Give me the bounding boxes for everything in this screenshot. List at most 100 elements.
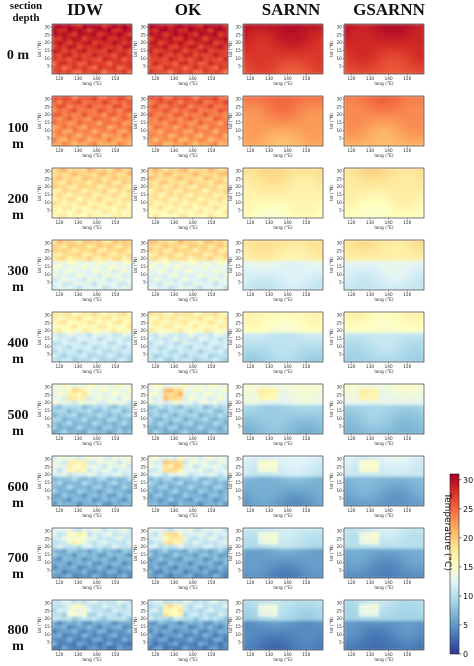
heatmap-cell [203, 57, 209, 63]
heatmap-cell [379, 137, 385, 143]
heatmap-cell [258, 168, 264, 173]
heatmap-cell [203, 312, 209, 317]
heatmap-cell [273, 277, 279, 283]
heatmap-cell [268, 421, 274, 427]
heatmap-cell [379, 273, 385, 279]
y-tick-label: 10 [140, 416, 146, 421]
heatmap-cell [278, 28, 284, 33]
heatmap-cell [193, 345, 199, 351]
heatmap-cell [153, 396, 159, 402]
heatmap-cell [303, 248, 309, 254]
heatmap-cell [263, 116, 269, 122]
heatmap-cell [198, 176, 204, 182]
heatmap-cell [409, 49, 415, 54]
heatmap-cell [308, 188, 314, 194]
heatmap-cell [153, 125, 159, 130]
heatmap-cell [298, 396, 304, 402]
heatmap-cell [313, 425, 319, 431]
heatmap-cell [354, 320, 360, 326]
heatmap-cell [97, 417, 103, 423]
heatmap-cell [404, 180, 410, 186]
heatmap-cell [278, 316, 284, 321]
heatmap-cell [218, 353, 224, 359]
heatmap-cell [384, 332, 390, 338]
heatmap-cell [419, 260, 424, 266]
y-axis-title: lat (°N) [37, 113, 43, 129]
heatmap-cell [394, 49, 400, 54]
heatmap-cell [369, 168, 375, 173]
heatmap-cell [208, 281, 214, 287]
heatmap-cell [384, 312, 390, 317]
heatmap-cell [248, 417, 254, 423]
heatmap-cell [188, 429, 194, 434]
heatmap-cell [293, 260, 299, 266]
heatmap-cell [293, 240, 299, 245]
heatmap-cell [92, 141, 98, 146]
x-tick-label: 150 [403, 292, 411, 297]
heatmap-cell [57, 341, 63, 346]
heatmap-cell [278, 36, 284, 42]
heatmap-cell [293, 180, 299, 186]
heatmap-cell [62, 188, 68, 194]
y-tick-label: 25 [44, 32, 50, 37]
heatmap-cell [288, 193, 294, 198]
y-tick-label: 25 [235, 104, 241, 109]
heatmap-cell [414, 100, 420, 105]
heatmap-cell [344, 108, 350, 114]
heatmap-cell [354, 384, 360, 389]
heatmap-cell [62, 357, 68, 362]
heatmap-cell [213, 133, 219, 139]
heatmap-cell [82, 209, 88, 215]
heatmap-cell [414, 320, 420, 326]
heatmap-cell [263, 100, 269, 105]
heatmap-cell [404, 61, 410, 67]
x-tick-label: 150 [302, 220, 310, 225]
heatmap-cell [389, 137, 395, 143]
heatmap-cell [67, 44, 73, 50]
heatmap-cell [369, 61, 375, 67]
heatmap-cell [188, 332, 194, 338]
heatmap-cell [223, 116, 228, 122]
heatmap-cell [258, 137, 264, 143]
heatmap-cell [87, 400, 93, 406]
heatmap-cell [173, 180, 179, 186]
heatmap-cell [218, 332, 224, 338]
heatmap-cell [193, 400, 199, 406]
heatmap-cell [102, 392, 108, 398]
x-tick-label: 120 [151, 148, 159, 153]
heatmap-cell [67, 125, 73, 130]
heatmap-cell [102, 281, 108, 287]
heatmap-cell [163, 205, 169, 211]
heatmap-cell [223, 176, 228, 182]
x-tick-label: 130 [74, 436, 82, 441]
heatmap-cell [243, 24, 249, 29]
heatmap-cell [193, 252, 199, 258]
heatmap-cell [298, 137, 304, 143]
heatmap-cell [253, 125, 259, 130]
heatmap-cell [223, 65, 228, 71]
y-tick-label: 20 [140, 400, 146, 405]
heatmap-cell [223, 384, 228, 389]
heatmap-cell [218, 312, 224, 317]
heatmap-cell [253, 316, 259, 321]
heatmap-cell [359, 36, 365, 42]
heatmap-cell [168, 129, 174, 135]
heatmap-cell [223, 404, 228, 410]
heatmap-cell [364, 285, 370, 290]
heatmap-cell [313, 205, 319, 211]
heatmap-cell [293, 24, 299, 29]
heatmap-cell [122, 384, 128, 389]
heatmap-cell [399, 180, 405, 186]
heatmap-cell [384, 40, 390, 46]
heatmap-cell [384, 209, 390, 215]
heatmap-cell [404, 201, 410, 207]
heatmap-cell [57, 409, 63, 414]
heatmap-cell [203, 417, 209, 423]
heatmap-cell [208, 129, 214, 135]
heatmap-cell [82, 312, 88, 317]
heatmap-cell [72, 61, 78, 67]
y-tick-label: 20 [336, 112, 342, 117]
heatmap-cell [389, 53, 395, 58]
heatmap-cell [163, 108, 169, 114]
